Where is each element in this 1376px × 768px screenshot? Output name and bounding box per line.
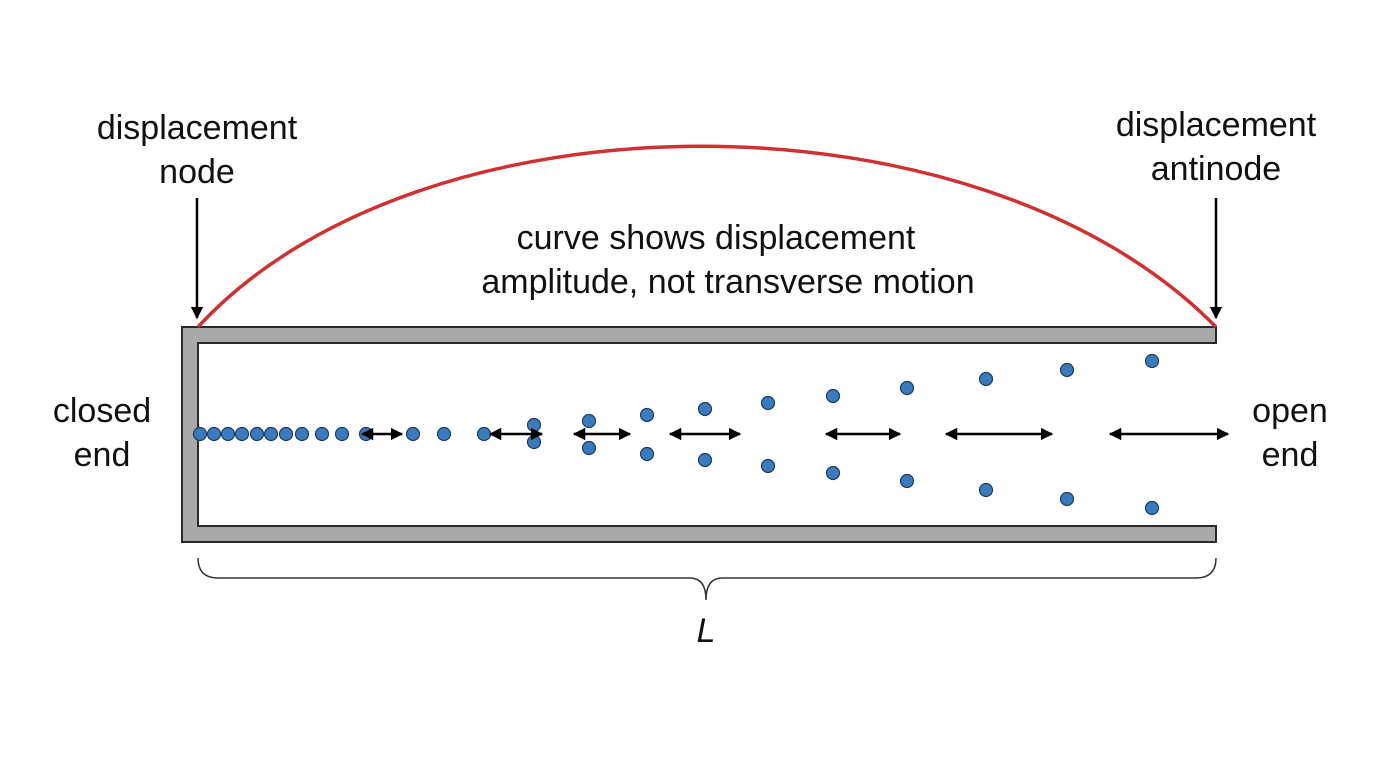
molecule: [476, 426, 492, 442]
molecule: [1059, 491, 1075, 507]
tube: [181, 326, 1217, 543]
molecule: [978, 371, 994, 387]
molecule: [405, 426, 421, 442]
molecule: [526, 434, 542, 450]
molecule: [334, 426, 350, 442]
molecule: [825, 388, 841, 404]
molecule: [234, 426, 250, 442]
curve-note: amplitude, not transverse motion: [481, 263, 974, 301]
length-brace: [197, 557, 1217, 601]
molecule: [220, 426, 236, 442]
molecule: [314, 426, 330, 442]
molecule: [249, 426, 265, 442]
closed-end-label: closed: [53, 392, 151, 430]
antinode-label: antinode: [1151, 150, 1281, 188]
length-label: L: [697, 612, 716, 650]
molecule: [206, 426, 222, 442]
molecule: [192, 426, 208, 442]
curve-note: curve shows displacement: [517, 219, 916, 257]
node-label: displacement: [97, 109, 298, 147]
molecule: [697, 401, 713, 417]
molecule: [760, 458, 776, 474]
antinode-label: displacement: [1116, 106, 1317, 144]
molecule: [526, 417, 542, 433]
open-end-label: open: [1252, 392, 1328, 430]
molecule: [581, 413, 597, 429]
molecule: [899, 380, 915, 396]
molecule: [1144, 500, 1160, 516]
closed-end-label: end: [74, 436, 131, 474]
molecule: [825, 465, 841, 481]
molecule: [978, 482, 994, 498]
molecule: [899, 473, 915, 489]
molecule: [760, 395, 776, 411]
molecule: [294, 426, 310, 442]
molecule: [697, 452, 713, 468]
displacement-curve: [196, 144, 1218, 329]
molecule: [639, 407, 655, 423]
molecule: [278, 426, 294, 442]
molecule: [1059, 362, 1075, 378]
open-end-label: end: [1262, 436, 1319, 474]
molecule: [436, 426, 452, 442]
molecule: [581, 440, 597, 456]
molecule: [639, 446, 655, 462]
molecule: [1144, 353, 1160, 369]
molecule: [263, 426, 279, 442]
node-label: node: [159, 153, 235, 191]
